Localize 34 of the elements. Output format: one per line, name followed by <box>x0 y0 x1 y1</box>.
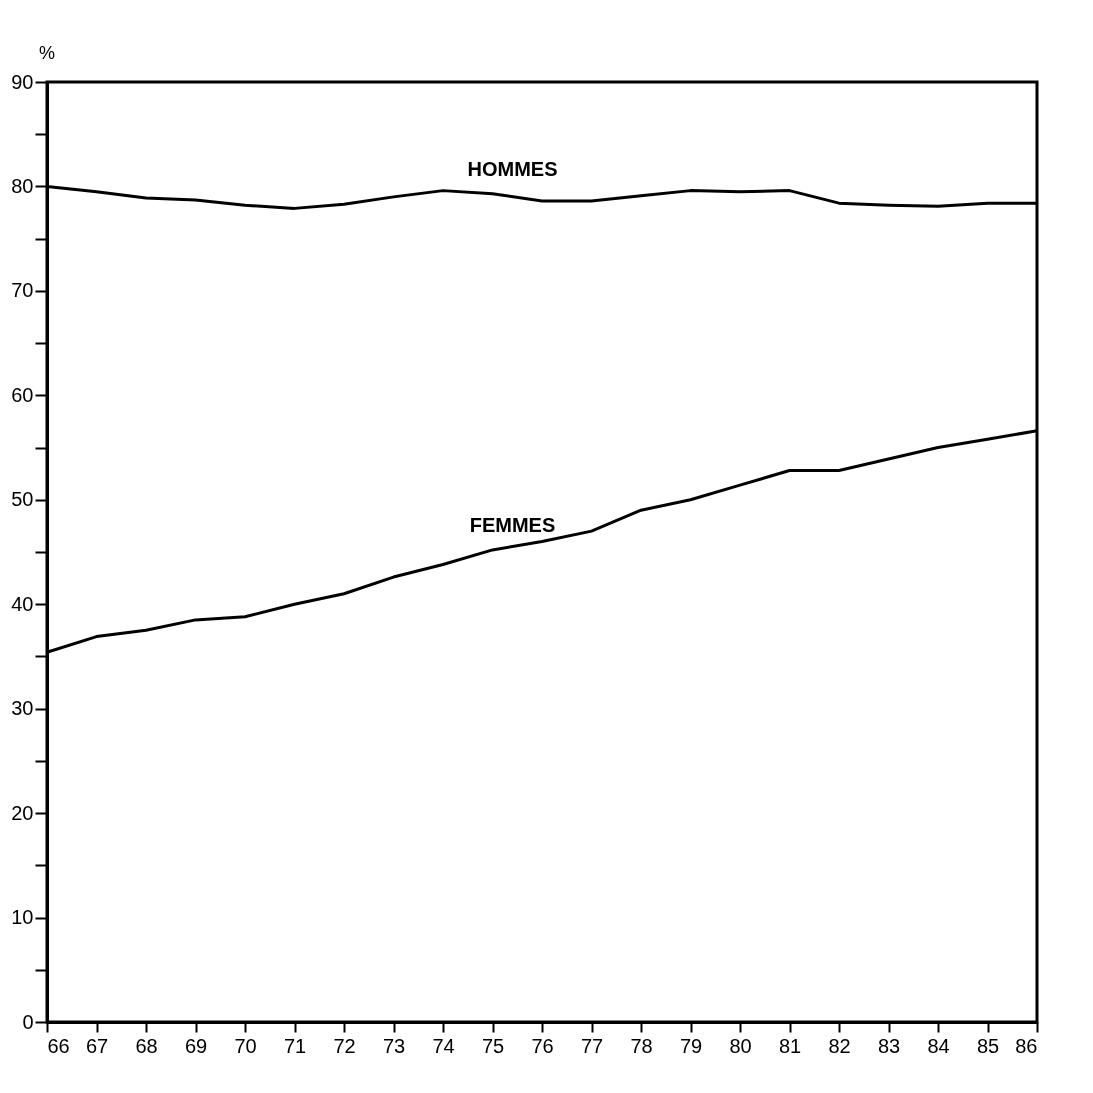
y-tick-label: 80 <box>11 174 34 197</box>
x-tick-label: 67 <box>85 1034 109 1057</box>
x-tick-label: 79 <box>679 1034 703 1057</box>
y-tick-label: 30 <box>11 697 34 720</box>
x-tick-label: 75 <box>481 1034 505 1057</box>
x-tick-label: 69 <box>184 1034 208 1057</box>
x-tick-label: 83 <box>877 1034 901 1057</box>
x-tick-label: 71 <box>283 1034 307 1057</box>
x-tick-label: 81 <box>778 1034 802 1057</box>
x-tick-label: 78 <box>630 1034 653 1057</box>
y-tick-label: 20 <box>11 801 34 824</box>
x-tick-label: 77 <box>580 1034 604 1057</box>
x-tick-label: 72 <box>333 1034 356 1057</box>
x-tick-label: 80 <box>729 1034 752 1057</box>
y-tick-label: 40 <box>11 592 34 615</box>
y-tick-label: 60 <box>11 383 34 406</box>
y-tick-label: 90 <box>11 70 34 93</box>
series-label: FEMMES <box>469 513 556 536</box>
y-tick-label: 10 <box>11 906 34 929</box>
x-tick-label: 76 <box>531 1034 554 1057</box>
x-tick-label: 70 <box>234 1034 257 1057</box>
x-tick-label: 68 <box>135 1034 158 1057</box>
x-tick-label: 74 <box>432 1034 455 1057</box>
x-tick-label: 86 <box>1015 1034 1038 1057</box>
x-tick-label: 84 <box>927 1034 950 1057</box>
y-tick-label: 50 <box>11 488 34 511</box>
x-tick-label: 85 <box>976 1034 1000 1057</box>
x-tick-label: 82 <box>828 1034 851 1057</box>
x-tick-label: 73 <box>382 1034 406 1057</box>
y-tick-label: 70 <box>11 279 34 302</box>
series-label: HOMMES <box>467 157 558 180</box>
x-tick-label: 66 <box>47 1034 70 1057</box>
y-tick-label: 0 <box>22 1010 34 1033</box>
y-axis-title: % <box>38 43 56 63</box>
